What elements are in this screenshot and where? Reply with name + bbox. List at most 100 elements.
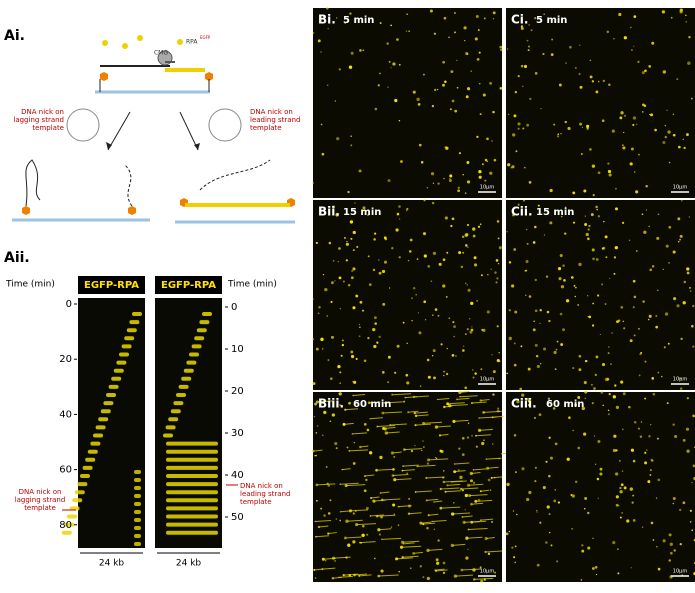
fluorescent-spot <box>489 489 492 491</box>
fluorescent-spot <box>565 62 567 64</box>
fluorescent-spot <box>440 343 443 346</box>
fluorescent-spot <box>683 280 687 284</box>
fluorescent-spot <box>497 359 499 362</box>
kymo-signal <box>166 441 218 446</box>
fluorescent-spot <box>642 300 645 303</box>
width-label: 24 kb <box>176 559 202 569</box>
fluorescent-spot <box>570 276 574 279</box>
fluorescent-spot <box>537 204 540 207</box>
fluorescent-spot <box>486 310 490 314</box>
fluorescent-spot <box>376 341 379 344</box>
fluorescent-spot <box>478 175 482 179</box>
fluorescent-spot <box>615 472 619 476</box>
fluorescent-spot <box>426 462 430 465</box>
fluorescent-spot <box>433 376 436 380</box>
fluorescent-spot <box>416 258 419 260</box>
fluorescent-spot <box>648 225 650 228</box>
fluorescent-spot <box>341 343 345 347</box>
fluorescent-spot <box>467 528 470 531</box>
dna-streak <box>350 509 369 512</box>
fluorescent-spot <box>359 49 362 52</box>
fluorescent-spot <box>599 333 601 336</box>
fluorescent-spot <box>312 298 314 300</box>
fluorescent-spot <box>548 531 551 534</box>
fluorescent-spot <box>384 260 388 264</box>
dna-streak <box>315 535 330 538</box>
fluorescent-spot <box>318 305 321 309</box>
fluorescent-spot <box>478 82 481 85</box>
fluorescent-spot <box>359 326 361 329</box>
fluorescent-spot <box>431 104 435 108</box>
fluorescent-spot <box>663 346 666 349</box>
fluorescent-spot <box>438 262 442 266</box>
fluorescent-spot <box>380 569 384 573</box>
fluorescent-spot <box>436 88 439 91</box>
dna-streak <box>343 422 354 425</box>
fluorescent-spot <box>536 563 540 567</box>
dna-streak <box>437 398 450 401</box>
fluorescent-spot <box>595 258 599 261</box>
fluorescent-spot <box>426 526 429 530</box>
fluorescent-spot <box>493 476 496 479</box>
replication-diagram <box>12 35 295 224</box>
fluorescent-spot <box>589 75 593 79</box>
kymo-signal <box>166 530 218 535</box>
fluorescent-spot <box>508 336 512 341</box>
fluorescent-spot <box>538 413 542 417</box>
fluorescent-spot <box>369 515 372 517</box>
fluorescent-spot <box>334 559 337 562</box>
fluorescent-spot <box>373 344 377 349</box>
fluorescent-spot <box>691 481 693 484</box>
fluorescent-spot <box>662 70 667 74</box>
fluorescent-spot <box>534 71 538 75</box>
kymo-signal <box>129 320 140 325</box>
fluorescent-spot <box>466 483 471 487</box>
fluorescent-spot <box>533 416 536 420</box>
fluorescent-spot <box>392 62 396 66</box>
fluorescent-spot <box>359 300 363 304</box>
fluorescent-spot <box>572 191 576 195</box>
fluorescent-spot <box>508 530 511 533</box>
fluorescent-spot <box>520 345 523 348</box>
fluorescent-spot <box>369 496 373 500</box>
fluorescent-spot <box>583 189 587 193</box>
fluorescent-spot <box>348 509 353 513</box>
kymo-signal <box>173 401 184 406</box>
dna-streak <box>328 532 337 535</box>
kymo-signal <box>113 368 124 373</box>
fluorescent-spot <box>570 493 573 496</box>
fluorescent-spot <box>484 158 488 162</box>
fluorescent-spot <box>330 300 333 303</box>
fluorescent-spot <box>534 309 538 313</box>
fluorescent-spot <box>644 397 647 400</box>
fluorescent-spot <box>480 274 483 277</box>
fluorescent-spot <box>607 413 610 416</box>
fluorescent-spot <box>574 66 577 69</box>
dna-streak <box>428 458 449 461</box>
fluorescent-spot <box>597 215 601 218</box>
kymo-signal <box>69 506 80 511</box>
fluorescent-spot <box>313 415 316 418</box>
fluorescent-spot <box>407 259 410 262</box>
fluorescent-spot <box>687 61 691 65</box>
fluorescent-spot <box>575 286 577 289</box>
fluorescent-spot <box>527 399 531 403</box>
fluorescent-spot <box>451 99 455 103</box>
fluorescent-spot <box>540 107 542 110</box>
fluorescent-spot <box>484 536 488 541</box>
time-label: 5 min <box>343 15 374 26</box>
fluorescent-spot <box>562 264 565 267</box>
dna-streak <box>452 543 466 546</box>
fluorescent-spot <box>621 511 624 514</box>
fluorescent-spot <box>362 206 366 210</box>
fluorescent-spot <box>382 426 386 430</box>
fluorescent-spot <box>496 325 499 328</box>
dna-streak <box>417 464 436 467</box>
fluorescent-spot <box>352 512 355 515</box>
fluorescent-spot <box>609 277 611 279</box>
fluorescent-spot <box>434 308 438 311</box>
kymo-signal <box>72 498 83 503</box>
fluorescent-spot <box>548 319 551 323</box>
kymo-signal <box>111 376 122 381</box>
fluorescent-spot <box>367 214 369 217</box>
